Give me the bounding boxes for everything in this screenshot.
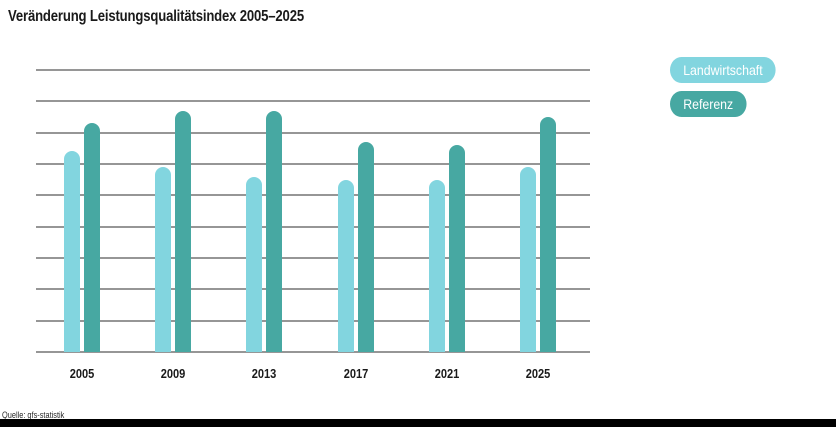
bar-landwirtschaft xyxy=(337,179,354,352)
gridline xyxy=(36,225,590,228)
x-axis-label: 2021 xyxy=(434,366,460,381)
bottom-bar xyxy=(0,419,836,427)
legend: Landwirtschaft Referenz xyxy=(670,57,790,117)
gridline xyxy=(36,319,590,322)
gridline xyxy=(36,257,590,259)
bar-landwirtschaft xyxy=(155,167,172,352)
legend-item-referenz: Referenz xyxy=(670,91,747,117)
bar-group xyxy=(246,70,283,352)
gridline xyxy=(36,194,590,197)
x-axis-label: 2013 xyxy=(252,366,277,381)
gridline xyxy=(36,163,590,165)
bar-landwirtschaft xyxy=(246,176,263,352)
bar-referenz xyxy=(540,117,556,352)
gridline xyxy=(36,351,590,353)
bar-group xyxy=(520,70,556,352)
source-note: Quelle: gfs-statistik xyxy=(2,410,65,420)
bar-referenz xyxy=(175,110,192,352)
x-axis: 2005 2009 2013 2017 2021 2025 xyxy=(36,366,590,386)
bar-landwirtschaft xyxy=(428,179,445,352)
bar-group xyxy=(337,70,374,352)
bar-referenz xyxy=(357,142,374,352)
x-axis-label: 2005 xyxy=(69,366,95,381)
x-axis-label: 2025 xyxy=(525,366,551,381)
bar-referenz xyxy=(448,145,465,352)
x-axis-label: 2017 xyxy=(343,366,368,381)
gridline xyxy=(36,288,590,291)
gridline xyxy=(36,100,590,103)
chart-title: Veränderung Leistungsqualitätsindex 2005… xyxy=(8,8,304,25)
x-axis-label: 2009 xyxy=(160,366,186,381)
plot-area xyxy=(36,69,590,353)
bar-landwirtschaft xyxy=(64,151,80,352)
bar-group xyxy=(428,70,465,352)
bar-group xyxy=(64,70,100,352)
legend-item-landwirtschaft: Landwirtschaft xyxy=(670,57,776,83)
gridline xyxy=(36,69,590,71)
bar-group xyxy=(155,70,192,352)
bar-referenz xyxy=(266,110,283,352)
bar-referenz xyxy=(84,123,100,352)
bar-landwirtschaft xyxy=(520,167,536,352)
gridline xyxy=(36,131,590,134)
